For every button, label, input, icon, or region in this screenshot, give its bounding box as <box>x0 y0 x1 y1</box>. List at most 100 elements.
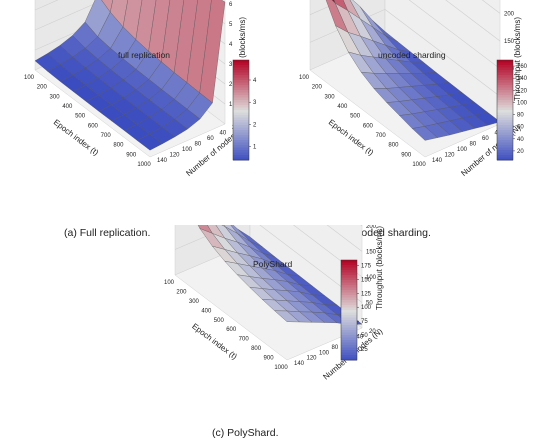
y-tick-label: 140 <box>157 158 168 164</box>
z-tick-label: 1 <box>229 102 233 108</box>
surface <box>34 0 226 151</box>
colorbar-band <box>233 82 249 86</box>
z-gridline <box>326 225 363 252</box>
colorbar-frame <box>340 259 358 361</box>
panel-full-replication: 100 200 300 400 500 600 700 800 900 1000 Epoch ind… <box>0 0 270 225</box>
colorbar-band <box>341 335 357 338</box>
y-tick-label: 100 <box>182 147 193 153</box>
colorbar-band <box>233 145 249 148</box>
z-tick-label: 50 <box>366 300 373 306</box>
z-gridline <box>445 0 501 42</box>
colorbar-band <box>341 307 357 311</box>
colorbar-band <box>497 95 513 98</box>
colorbar-tick-label: 100 <box>361 305 372 311</box>
colorbar-band <box>497 112 513 116</box>
colorbar-tick-label: 60 <box>517 125 524 131</box>
colorbar-band <box>233 75 249 78</box>
colorbar-band <box>233 125 249 128</box>
colorbar-band <box>497 60 513 63</box>
colorbar-band <box>497 85 513 88</box>
z-gridline <box>309 0 345 15</box>
colorbar-tick-label: 100 <box>517 100 528 106</box>
colorbar-band <box>233 95 249 98</box>
z-tick-label: 200 <box>504 11 515 17</box>
colorbar-band <box>233 120 249 123</box>
colorbar-band <box>233 112 249 116</box>
x-tick-label: 200 <box>176 289 187 295</box>
colorbar-band <box>233 142 249 146</box>
colorbar-band <box>341 327 357 331</box>
colorbar-frame <box>232 59 250 161</box>
colorbar-band <box>497 67 513 71</box>
x-tick-label: 1000 <box>274 365 288 371</box>
colorbar-band <box>233 122 249 126</box>
colorbar-band <box>341 302 357 306</box>
colorbar-band <box>497 62 513 66</box>
z-tick-label: 200 <box>366 225 377 230</box>
colorbar-band <box>497 150 513 153</box>
colorbar-tick-label: 25 <box>361 347 368 353</box>
colorbar-band <box>497 107 513 111</box>
x-tick-label: 800 <box>251 346 262 352</box>
colorbar-band <box>341 295 357 298</box>
z-axis-label: Throughput (blocks/ms) <box>375 226 384 310</box>
x-tick-label: 100 <box>24 75 35 81</box>
colorbar-band <box>497 132 513 136</box>
x-tick-label: 400 <box>201 308 212 314</box>
colorbar-band <box>497 75 513 78</box>
colorbar-band <box>497 117 513 121</box>
x-tick-label: 200 <box>312 85 323 91</box>
colorbar-band <box>233 87 249 91</box>
x-tick-label: 700 <box>239 337 250 343</box>
colorbar-band <box>233 147 249 151</box>
y-tick-label: 100 <box>319 350 330 356</box>
colorbar: 20 40 60 80 100 120 140 160 <box>496 59 528 161</box>
x-tick-label: 600 <box>88 123 99 129</box>
chart-title: uncoded sharding <box>378 50 446 60</box>
colorbar-band <box>341 347 357 351</box>
colorbar-band <box>497 97 513 101</box>
z-axis: 1 2 3 4 5 6 Throughput (blocks/ms) <box>229 2 247 108</box>
colorbar-band <box>233 80 249 83</box>
colorbar-band <box>233 62 249 66</box>
colorbar-band <box>341 317 357 321</box>
x-tick-label: 1000 <box>412 162 426 168</box>
colorbar-frame <box>496 59 514 161</box>
colorbar-band <box>233 107 249 111</box>
colorbar-band <box>341 280 357 283</box>
colorbar-band <box>233 67 249 71</box>
surface <box>197 225 363 325</box>
colorbar-tick-label: 150 <box>361 277 372 283</box>
x-tick-label: 300 <box>325 94 336 100</box>
colorbar-band <box>341 287 357 291</box>
x-tick-label: 500 <box>214 318 225 324</box>
x-tick-label: 600 <box>226 327 237 333</box>
y-tick-label: 40 <box>220 131 227 137</box>
colorbar-band <box>233 65 249 68</box>
colorbar-tick-label: 3 <box>253 100 257 106</box>
z-tick-label: 6 <box>229 2 233 8</box>
colorbar-band <box>497 122 513 126</box>
colorbar-tick-label: 120 <box>517 88 528 94</box>
colorbar-band <box>233 85 249 88</box>
colorbar-band <box>233 105 249 108</box>
colorbar-band <box>233 110 249 113</box>
colorbar-band <box>233 135 249 138</box>
colorbar-band <box>497 77 513 81</box>
z-tick-label: 4 <box>229 42 233 48</box>
z-gridline <box>34 0 59 11</box>
colorbar-band <box>341 310 357 313</box>
colorbar-band <box>341 282 357 286</box>
colorbar-band <box>341 277 357 281</box>
colorbar-band <box>341 292 357 296</box>
colorbar-band <box>341 312 357 316</box>
colorbar-band <box>233 150 249 153</box>
surface <box>325 0 501 141</box>
colorbar: 1 2 3 4 <box>232 59 257 161</box>
x-tick-label: 300 <box>50 94 61 100</box>
colorbar-band <box>341 322 357 326</box>
x-tick-label: 900 <box>401 152 412 158</box>
colorbar-band <box>497 87 513 91</box>
colorbar-band <box>233 97 249 101</box>
caption-polyshard: (c) PolyShard. <box>212 427 279 439</box>
